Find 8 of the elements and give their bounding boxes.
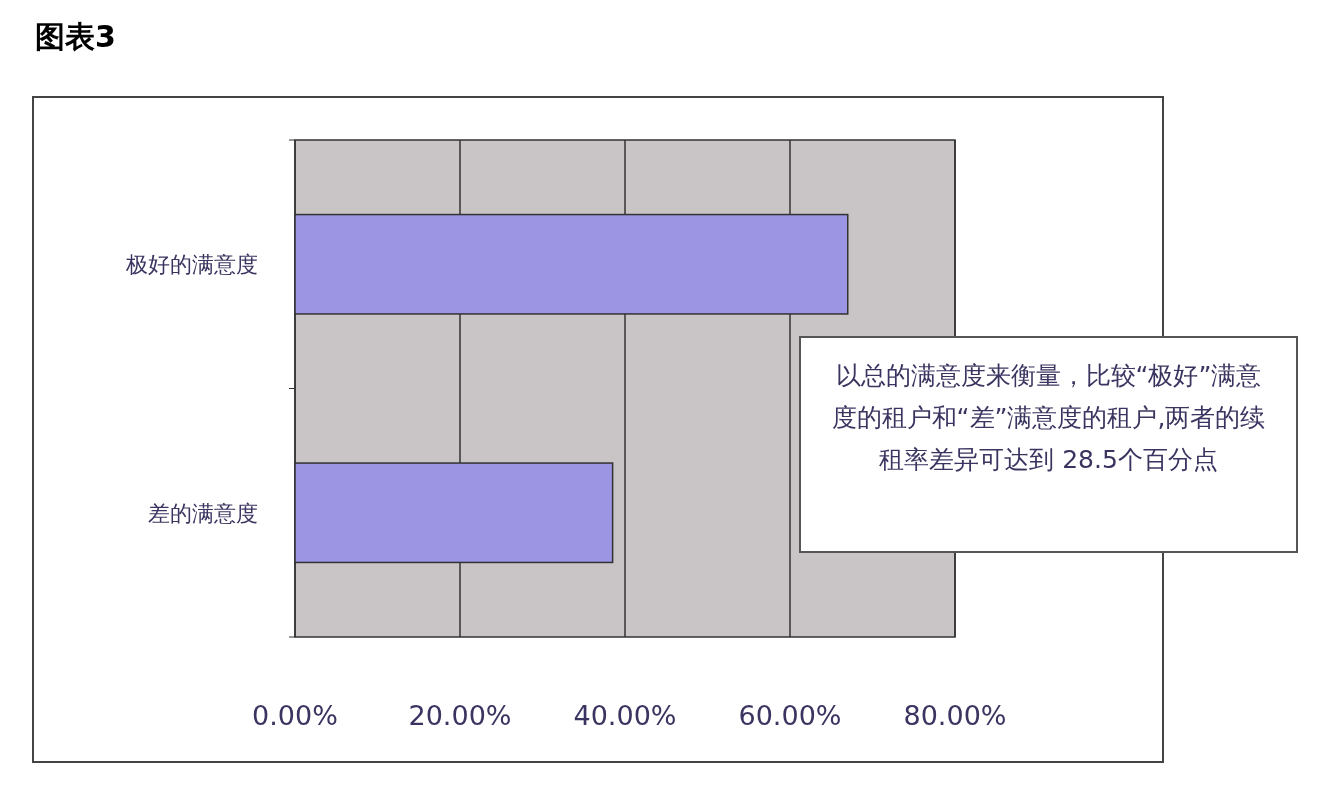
y-tick-label: 差的满意度 — [148, 500, 258, 526]
x-tick-label: 60.00% — [738, 700, 842, 731]
x-tick-label: 20.00% — [408, 700, 512, 731]
x-tick-label: 0.00% — [252, 700, 338, 731]
x-tick-label: 40.00% — [573, 700, 677, 731]
x-tick-label: 80.00% — [903, 700, 1007, 731]
y-tick-label: 极好的满意度 — [125, 252, 258, 278]
chart-title: 图表3 — [35, 19, 116, 54]
